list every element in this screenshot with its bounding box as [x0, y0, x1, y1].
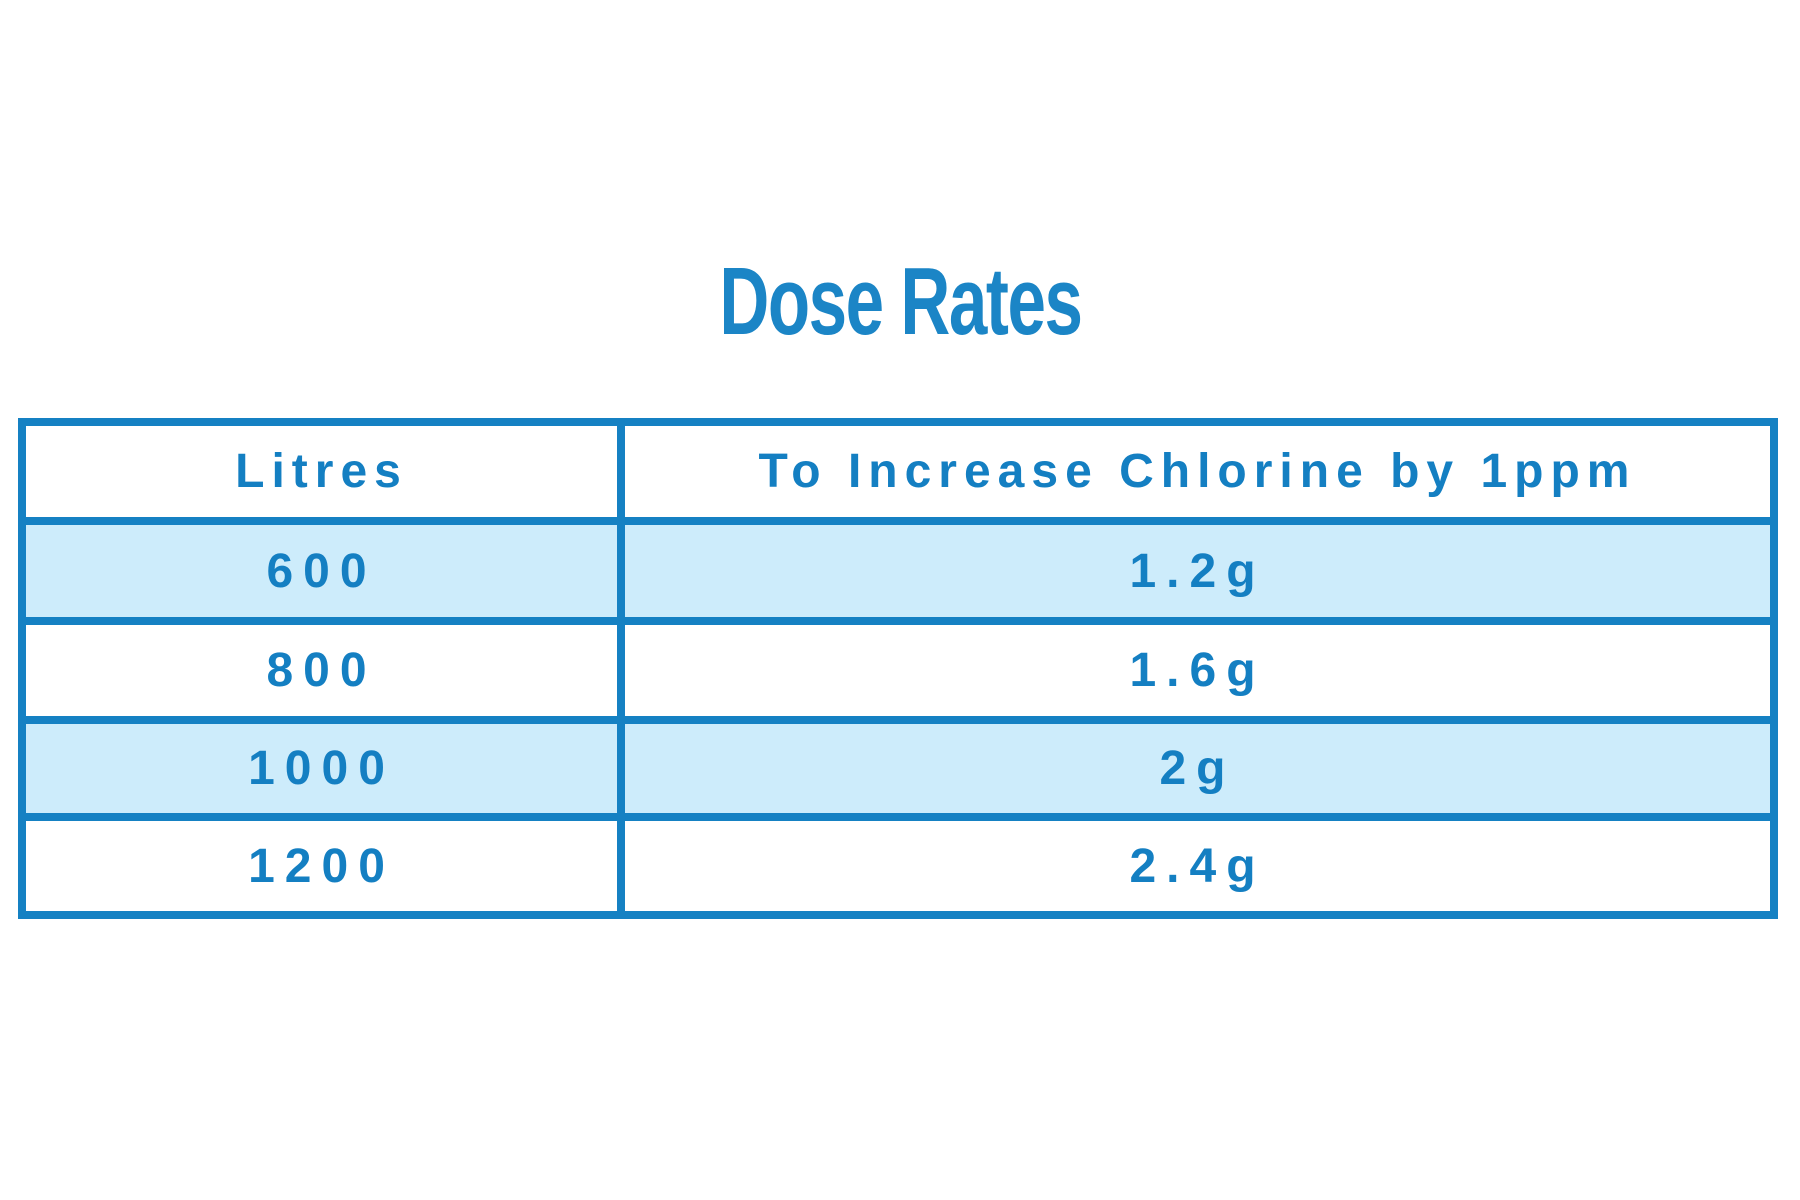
page-title-text: Dose Rates: [718, 248, 1083, 355]
page-title: Dose Rates: [0, 242, 1800, 362]
dose-rates-table: Litres To Increase Chlorine by 1ppm 600 …: [18, 418, 1778, 919]
column-header-litres: Litres: [26, 426, 625, 525]
table-cell-dose-1200: 2.4g: [625, 821, 1770, 911]
table-cell-dose-800: 1.6g: [625, 625, 1770, 724]
table-cell-litres-1000: 1000: [26, 724, 625, 821]
table-cell-litres-600: 600: [26, 525, 625, 625]
column-header-dose: To Increase Chlorine by 1ppm: [625, 426, 1770, 525]
table-cell-dose-1000: 2g: [625, 724, 1770, 821]
table-cell-litres-800: 800: [26, 625, 625, 724]
table-cell-litres-1200: 1200: [26, 821, 625, 911]
table-cell-dose-600: 1.2g: [625, 525, 1770, 625]
